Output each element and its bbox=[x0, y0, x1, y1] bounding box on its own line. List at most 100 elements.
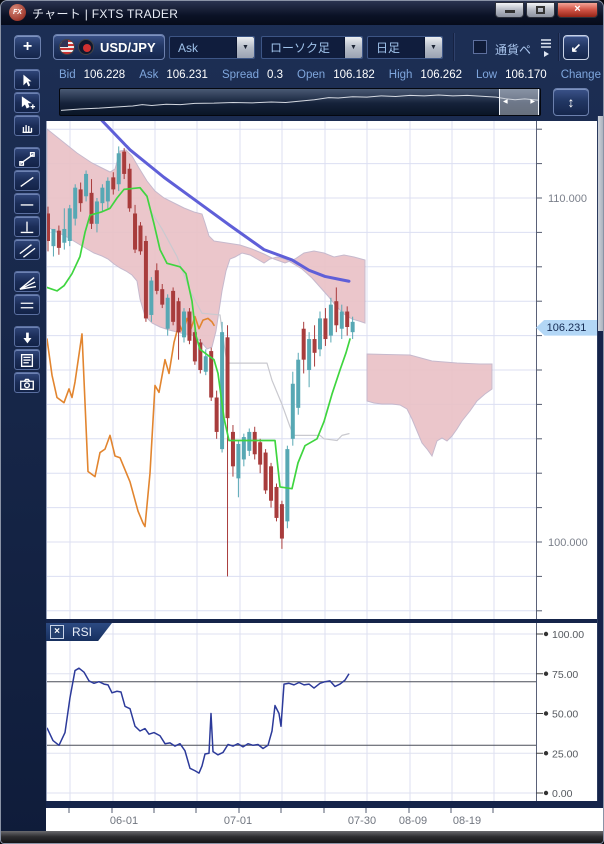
fan-lines-icon bbox=[19, 277, 37, 290]
timeframe-select[interactable]: 日足 ▼ bbox=[367, 36, 443, 59]
svg-text:50.00: 50.00 bbox=[552, 709, 578, 721]
quote-value: 106.170 bbox=[505, 69, 547, 81]
quote-label: Open bbox=[297, 69, 326, 81]
parallel-lines-icon bbox=[19, 244, 36, 258]
svg-text:100.000: 100.000 bbox=[548, 537, 588, 549]
price-axis[interactable]: 110.000 100.000 bbox=[536, 121, 597, 619]
pointer-move-icon bbox=[21, 96, 36, 109]
tool-fan-button[interactable] bbox=[14, 271, 40, 292]
trendline-icon bbox=[19, 152, 35, 166]
chevron-down-icon[interactable]: ▼ bbox=[424, 37, 442, 58]
tool-arrow-button[interactable] bbox=[14, 326, 40, 347]
quote-value: 106.231 bbox=[166, 69, 208, 81]
minimap-sparkline bbox=[60, 94, 540, 111]
quote-value: 106.182 bbox=[333, 69, 375, 81]
add-chart-button[interactable]: + bbox=[14, 35, 41, 59]
price-type-select[interactable]: Ask ▼ bbox=[169, 36, 255, 59]
levels-icon bbox=[20, 302, 34, 309]
dock-arrow-icon: ↙ bbox=[570, 40, 582, 55]
chart-scale-button[interactable]: ↕ bbox=[553, 88, 589, 116]
window-title: チャート | FXTS TRADER bbox=[32, 7, 179, 21]
app-icon: FX bbox=[9, 4, 26, 21]
price-scrollbar[interactable] bbox=[597, 116, 603, 801]
current-price-tag: 106.231 bbox=[536, 319, 597, 336]
tool-note-button[interactable] bbox=[14, 349, 40, 370]
symbol-button[interactable]: USD/JPY bbox=[53, 34, 165, 60]
chart-type-select[interactable]: ローソク足 ▼ bbox=[261, 36, 363, 59]
close-button[interactable]: × bbox=[557, 2, 598, 18]
rsi-tab: × RSI bbox=[46, 623, 112, 641]
scroll-right-icon[interactable]: ▶ bbox=[530, 99, 535, 105]
scroll-left-icon[interactable]: ◀ bbox=[503, 99, 508, 105]
note-icon bbox=[20, 354, 34, 367]
horizontal-line-icon bbox=[20, 204, 34, 206]
svg-text:75.00: 75.00 bbox=[552, 669, 578, 681]
svg-text:100.00: 100.00 bbox=[552, 629, 584, 641]
svg-text:07-01: 07-01 bbox=[224, 815, 252, 827]
quote-label: Low bbox=[476, 69, 498, 81]
tool-snapshot-button[interactable] bbox=[14, 372, 40, 393]
tool-pan-button[interactable] bbox=[14, 115, 40, 136]
line-icon bbox=[20, 176, 34, 187]
minimize-icon bbox=[504, 10, 515, 13]
currency-pair-checkbox[interactable] bbox=[473, 40, 487, 54]
toolbar-separator bbox=[453, 33, 455, 61]
tool-vline-button[interactable] bbox=[14, 216, 40, 237]
svg-text:0.00: 0.00 bbox=[552, 788, 573, 800]
rsi-close-button[interactable]: × bbox=[50, 625, 64, 639]
tool-trendline-button[interactable] bbox=[14, 147, 40, 168]
time-axis[interactable]: 06-01 07-01 07-30 08-09 08-19 bbox=[46, 808, 603, 831]
titlebar[interactable]: FX チャート | FXTS TRADER × bbox=[1, 1, 603, 25]
quote-label: High bbox=[388, 69, 413, 81]
menu-lines-icon bbox=[541, 39, 551, 57]
list-menu-button[interactable] bbox=[538, 36, 554, 59]
quote-label: Bid bbox=[59, 69, 76, 81]
toolbar-separator bbox=[558, 33, 560, 61]
symbol-label: USD/JPY bbox=[100, 39, 156, 55]
rsi-panel[interactable] bbox=[46, 623, 537, 801]
quote-value: 106.228 bbox=[83, 69, 126, 81]
tool-move-button[interactable] bbox=[14, 92, 40, 113]
arrow-down-icon bbox=[23, 332, 32, 344]
vertical-line-icon bbox=[20, 221, 34, 234]
tool-line-button[interactable] bbox=[14, 170, 40, 191]
svg-text:08-09: 08-09 bbox=[399, 815, 427, 827]
tool-select-button[interactable] bbox=[14, 69, 40, 90]
chevron-down-icon[interactable]: ▼ bbox=[344, 37, 362, 58]
main-chart-canvas[interactable] bbox=[46, 119, 537, 619]
jp-flag-icon bbox=[78, 39, 94, 55]
panel-separator[interactable] bbox=[46, 619, 598, 623]
svg-text:25.00: 25.00 bbox=[552, 748, 578, 760]
minimap[interactable]: ◀ ▶ bbox=[59, 88, 541, 116]
main-chart[interactable] bbox=[46, 119, 537, 619]
chevron-down-icon[interactable]: ▼ bbox=[236, 37, 254, 58]
svg-text:110.000: 110.000 bbox=[548, 193, 587, 205]
camera-icon bbox=[20, 378, 34, 390]
tool-hline-button[interactable] bbox=[14, 193, 40, 214]
price-scrollbar-thumb[interactable] bbox=[598, 116, 603, 331]
minimize-button[interactable] bbox=[495, 2, 524, 18]
rsi-indicator-label: RSI bbox=[72, 625, 93, 639]
dock-button[interactable]: ↙ bbox=[563, 35, 589, 60]
rsi-canvas[interactable] bbox=[46, 623, 537, 801]
currency-pair-label: 通貨ペ bbox=[495, 43, 532, 57]
close-icon: × bbox=[574, 3, 581, 15]
quote-label: Ask bbox=[139, 69, 159, 81]
maximize-button[interactable] bbox=[526, 2, 555, 18]
bottom-divider bbox=[46, 801, 603, 808]
scale-arrows-icon: ↕ bbox=[567, 94, 575, 110]
pointer-icon bbox=[23, 74, 32, 87]
svg-text:06-01: 06-01 bbox=[110, 815, 138, 827]
quote-label: Change bbox=[560, 69, 601, 81]
hand-icon bbox=[22, 125, 33, 133]
quote-value: 106.262 bbox=[420, 69, 462, 81]
tool-levels-button[interactable] bbox=[14, 294, 40, 315]
minimap-scroll-thumb[interactable]: ◀ ▶ bbox=[499, 89, 539, 115]
maximize-icon bbox=[536, 6, 545, 14]
svg-text:08-19: 08-19 bbox=[453, 815, 481, 827]
quote-bar: Bid 106.228 Ask 106.231 Spread 0.3 Open 106.182… bbox=[59, 69, 603, 85]
quote-value: 0.3 bbox=[267, 69, 284, 81]
tool-parallel-button[interactable] bbox=[14, 239, 40, 260]
rsi-axis[interactable]: 100.00 75.00 50.00 25.00 0.00 bbox=[536, 623, 597, 801]
